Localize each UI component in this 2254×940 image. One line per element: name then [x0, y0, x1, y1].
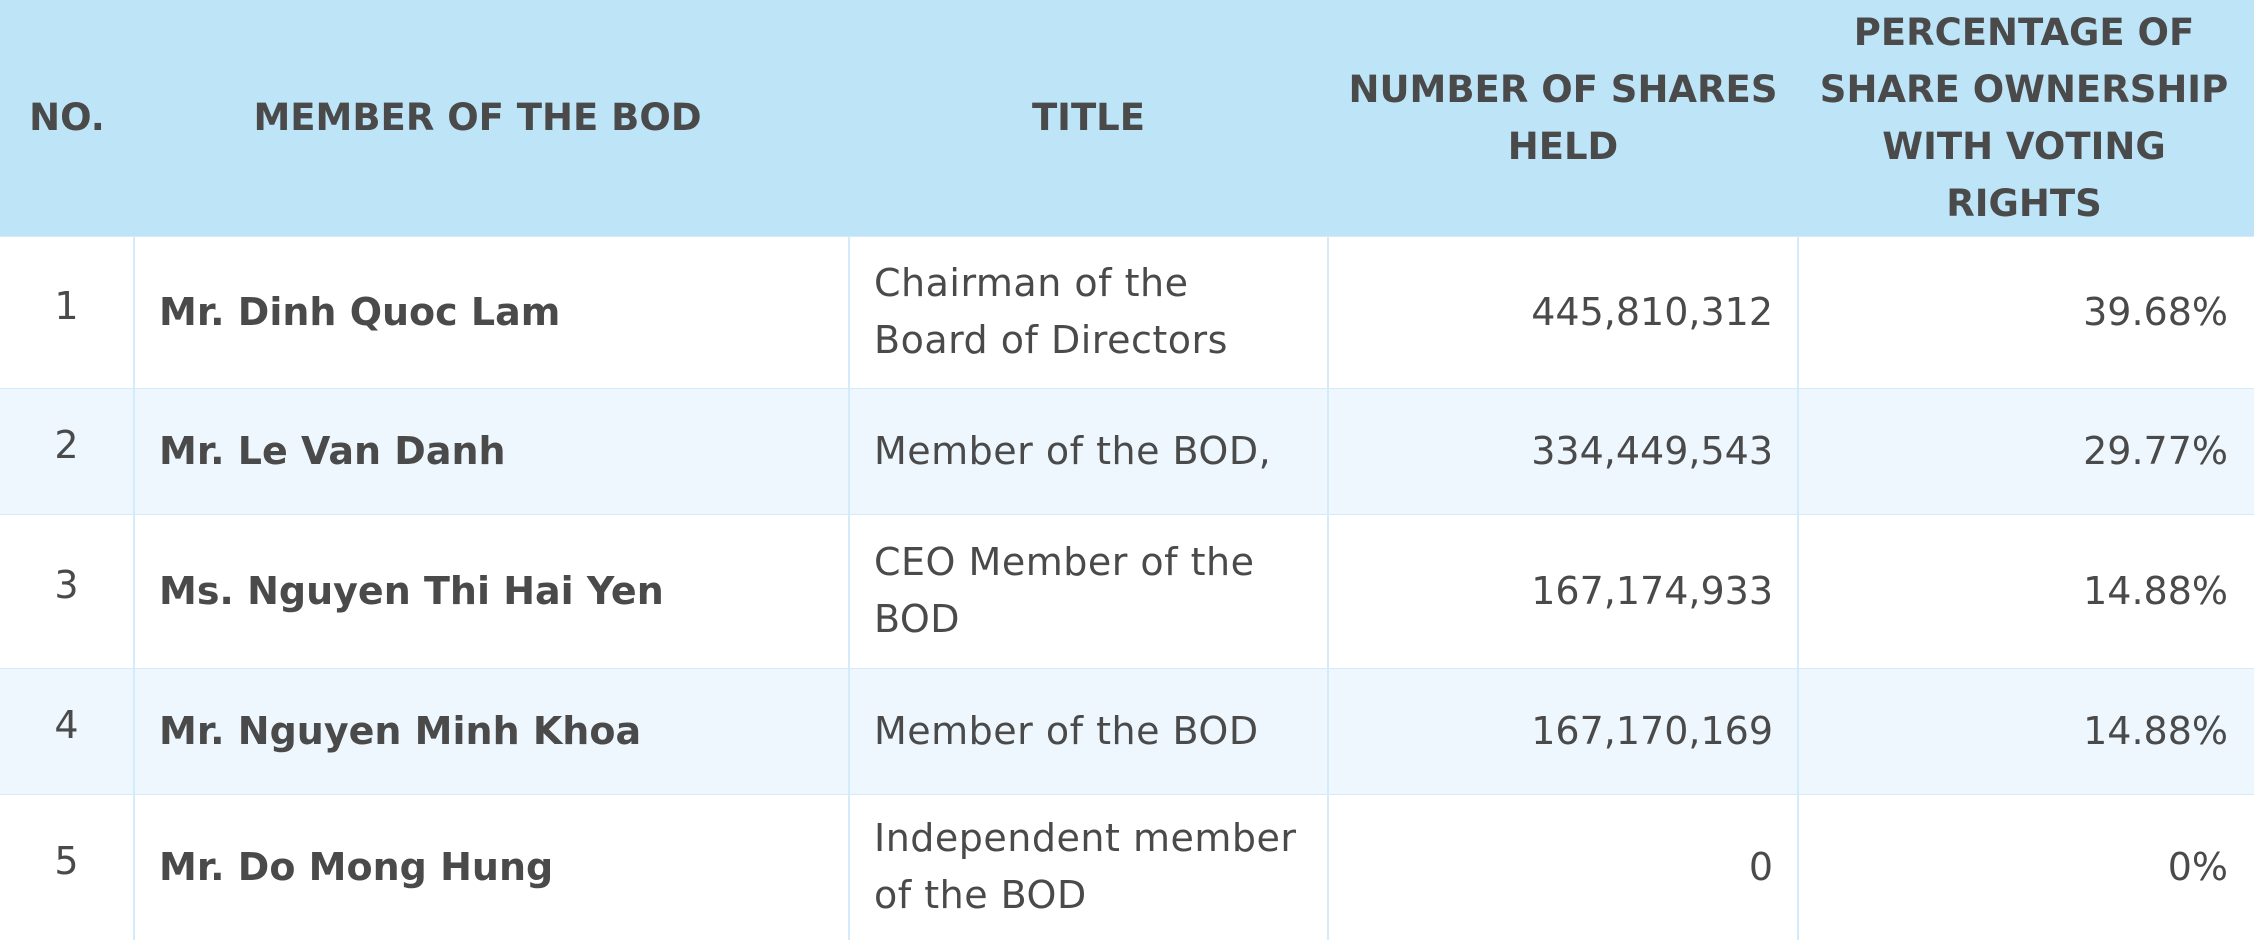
shares-held: 0 — [1327, 793, 1798, 940]
member-title: Member of the BOD — [848, 667, 1328, 794]
member-title: Independent member of the BOD — [848, 793, 1328, 940]
shares-held: 445,810,312 — [1327, 235, 1798, 388]
ownership-percentage: 14.88% — [1797, 513, 2254, 668]
header-row: NO. MEMBER OF THE BOD TITLE NUMBER OF SH… — [0, 0, 2254, 236]
member-title: Chairman of the Board of Directors — [848, 235, 1328, 388]
shares-held: 167,174,933 — [1327, 513, 1798, 668]
member-name: Mr. Do Mong Hung — [133, 793, 849, 940]
member-name: Ms. Nguyen Thi Hai Yen — [133, 513, 849, 668]
row-number: 4 — [0, 667, 134, 794]
shares-held: 167,170,169 — [1327, 667, 1798, 794]
shares-held: 334,449,543 — [1327, 387, 1798, 514]
member-name: Mr. Nguyen Minh Khoa — [133, 667, 849, 794]
table-row: 3 Ms. Nguyen Thi Hai Yen CEO Member of t… — [0, 513, 2254, 668]
row-number: 3 — [0, 513, 134, 668]
ownership-percentage: 39.68% — [1797, 235, 2254, 388]
table-row: 5 Mr. Do Mong Hung Independent member of… — [0, 793, 2254, 940]
ownership-percentage: 0% — [1797, 793, 2254, 940]
ownership-percentage: 29.77% — [1797, 387, 2254, 514]
table-body: 1 Mr. Dinh Quoc Lam Chairman of the Boar… — [0, 235, 2254, 940]
member-name: Mr. Le Van Danh — [133, 387, 849, 514]
table-row: 4 Mr. Nguyen Minh Khoa Member of the BOD… — [0, 667, 2254, 794]
header-title: TITLE — [849, 0, 1328, 236]
header-member: MEMBER OF THE BOD — [134, 0, 849, 236]
row-number: 5 — [0, 793, 134, 940]
member-title: CEO Member of the BOD — [848, 513, 1328, 668]
header-percentage: PERCENTAGE OF SHARE OWNERSHIP WITH VOTIN… — [1798, 0, 2254, 236]
row-number: 1 — [0, 235, 134, 388]
header-shares: NUMBER OF SHARES HELD — [1328, 0, 1798, 236]
table-header: NO. MEMBER OF THE BOD TITLE NUMBER OF SH… — [0, 0, 2254, 236]
header-no: NO. — [0, 0, 134, 236]
member-title: Member of the BOD, — [848, 387, 1328, 514]
row-number: 2 — [0, 387, 134, 514]
table-row: 1 Mr. Dinh Quoc Lam Chairman of the Boar… — [0, 235, 2254, 388]
table-row: 2 Mr. Le Van Danh Member of the BOD, 334… — [0, 387, 2254, 514]
ownership-percentage: 14.88% — [1797, 667, 2254, 794]
member-name: Mr. Dinh Quoc Lam — [133, 235, 849, 388]
